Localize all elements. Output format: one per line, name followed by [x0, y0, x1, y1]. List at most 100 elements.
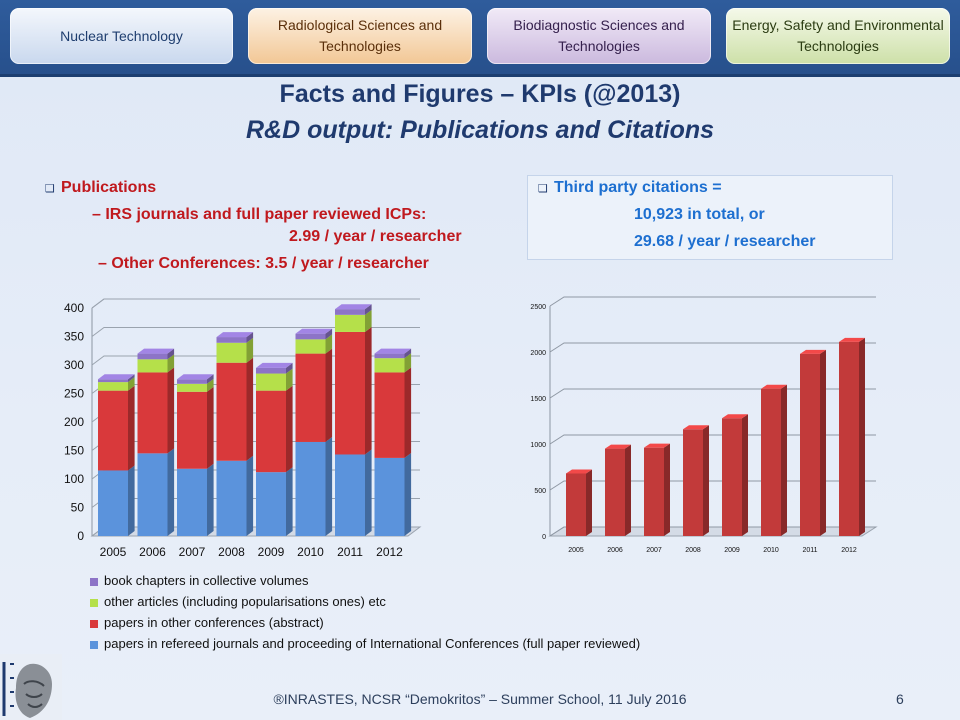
bar-top: [683, 425, 709, 430]
x-tick-label: 2012: [376, 545, 403, 559]
tab-nuclear-technology[interactable]: Nuclear Technology: [10, 8, 233, 64]
bar-top: [256, 362, 293, 368]
bar-segment-side: [365, 309, 372, 332]
bar: [761, 388, 781, 536]
bar-segment: [374, 457, 405, 536]
bar-segment-side: [325, 334, 333, 354]
bar: [722, 418, 742, 536]
bar: [683, 429, 703, 536]
bar-segment-side: [246, 337, 254, 363]
gridline: [549, 480, 876, 491]
gridline: [91, 298, 420, 309]
bar-side: [703, 425, 709, 536]
bar-top: [800, 349, 826, 354]
publications-heading-text: Publications: [61, 179, 157, 196]
bar-segment: [295, 353, 326, 442]
bar-top: [722, 414, 748, 419]
x-tick-label: 2006: [139, 545, 166, 559]
bar-segment-side: [128, 374, 135, 383]
bar-segment-side: [207, 374, 214, 384]
gridline: [549, 434, 876, 445]
publications-chart: 0 50 100 150 200 250 300 350 400 2005 2006 2007 2008…: [64, 298, 422, 559]
bar-segment: [216, 342, 247, 363]
bar-segment: [177, 383, 207, 392]
bar-side: [625, 444, 631, 536]
bar-segment: [137, 372, 168, 454]
bar-segment: [98, 470, 128, 536]
x-tick-label: 2007: [646, 547, 662, 554]
bar: [839, 341, 859, 536]
tab-biodiagnostic-sciences[interactable]: Biodiagnostic Sciences and Technologies: [487, 8, 711, 64]
x-tick-label: 2010: [763, 547, 779, 554]
y-tick-label: 2500: [530, 304, 546, 311]
page-number: 6: [896, 691, 904, 707]
y-tick-label: 350: [64, 330, 84, 344]
bar-segment: [137, 453, 168, 536]
top-nav-bar: Nuclear Technology Radiological Sciences…: [0, 0, 960, 77]
legend-swatch: [90, 577, 98, 586]
bar-segment: [335, 331, 365, 455]
publications-heading: ❑ Publications: [45, 179, 156, 197]
bar-segment: [177, 468, 207, 536]
bar-top: [374, 348, 412, 354]
bar-segment: [177, 391, 207, 469]
bar-segment-side: [128, 377, 135, 391]
y-tick-label: 0: [542, 534, 546, 541]
y-tick-label: 200: [64, 415, 84, 429]
y-tick-label: 1000: [530, 442, 546, 449]
tab-energy-safety-environment[interactable]: Energy, Safety and Environmental Technol…: [726, 8, 950, 64]
bar-segment-side: [207, 463, 214, 536]
x-tick-label: 2005: [100, 545, 127, 559]
bar-segment: [335, 309, 365, 315]
bar-segment-side: [207, 386, 214, 469]
y-tick-label: 1500: [530, 396, 546, 403]
y-tick-label: 100: [64, 472, 84, 486]
bar-segment-side: [167, 367, 175, 454]
bar-segment: [295, 339, 326, 354]
y-tick-label: 500: [534, 488, 546, 495]
bar-side: [859, 337, 865, 536]
bar-segment-side: [167, 354, 175, 373]
bar-segment-side: [404, 348, 412, 359]
bar: [566, 473, 586, 536]
bar-top: [605, 444, 631, 449]
gridline: [549, 296, 876, 307]
bar-segment-side: [325, 328, 333, 340]
legend-swatch: [90, 598, 98, 607]
bar-segment: [98, 390, 128, 471]
bar-segment: [256, 373, 286, 391]
slide-footer: ®INRASTES, NCSR “Demokritos” – Summer Sc…: [273, 691, 687, 707]
bar-top: [216, 332, 254, 338]
slide-subtitle: R&D output: Publications and Citations: [245, 116, 715, 144]
bar-segment-side: [286, 467, 293, 536]
bar-segment-side: [404, 353, 412, 373]
tab-radiological-sciences[interactable]: Radiological Sciences and Technologies: [248, 8, 472, 64]
x-tick-label: 2009: [258, 545, 285, 559]
bar-segment: [137, 359, 168, 373]
bar-segment-side: [246, 332, 254, 343]
bar-top: [177, 374, 214, 380]
bar-segment: [216, 337, 247, 343]
bar-segment-side: [286, 385, 293, 473]
bar-segment-side: [286, 362, 293, 374]
bar-segment-side: [404, 452, 412, 536]
publications-line-1: – IRS journals and full paper reviewed I…: [92, 206, 427, 223]
bar-segment-side: [207, 378, 214, 392]
bar-side: [586, 469, 592, 536]
citations-per-researcher: 29.68 / year / researcher: [634, 233, 816, 250]
y-tick-label: 250: [64, 387, 84, 401]
bar: [644, 447, 664, 536]
demokritos-logo: [0, 654, 62, 720]
citations-total: 10,923 in total, or: [634, 206, 765, 223]
legend-label: other articles (including popularisation…: [104, 594, 386, 609]
checkbox-bullet-icon: ❑: [538, 183, 548, 195]
bar-segment-side: [128, 385, 135, 471]
citations-box: ❑ Third party citations = 10,923 in total…: [527, 175, 893, 260]
bar-top: [137, 348, 175, 354]
bar-segment: [374, 353, 405, 359]
legend-item: papers in refereed journals and proceedi…: [90, 636, 640, 651]
legend-label: papers in other conferences (abstract): [104, 615, 324, 630]
x-tick-label: 2008: [685, 547, 701, 554]
checkbox-bullet-icon: ❑: [45, 183, 55, 195]
legend-label: papers in refereed journals and proceedi…: [104, 636, 641, 651]
